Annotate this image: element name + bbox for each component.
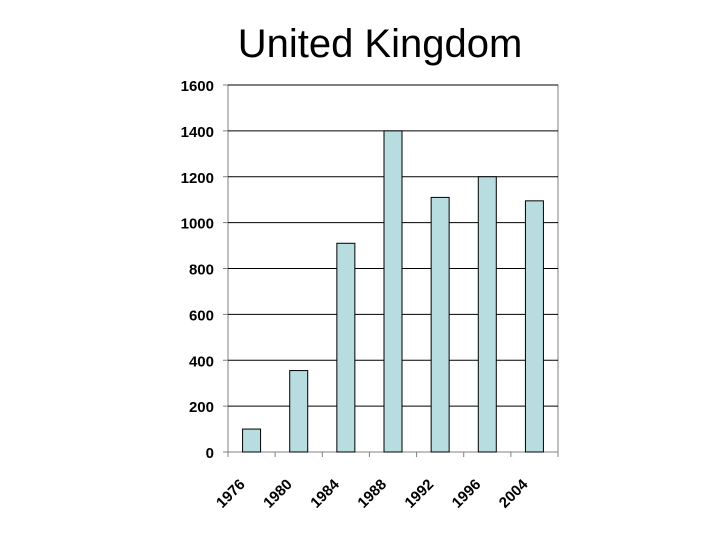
y-tick-label: 1200 (181, 170, 214, 187)
bar-1992 (430, 196, 450, 453)
bar-1984 (336, 242, 356, 453)
x-tick-label: 1988 (354, 476, 390, 512)
x-tick-label: 1976 (213, 476, 249, 512)
bar-1976 (242, 428, 262, 453)
x-tick-label: 1996 (449, 476, 485, 512)
chart-title: United Kingdom (237, 22, 523, 66)
x-tick-label: 1992 (402, 476, 438, 512)
bar-1988 (383, 130, 403, 453)
y-tick-label: 400 (189, 353, 214, 370)
y-tick-label: 200 (189, 399, 214, 416)
y-tick-label: 0 (206, 445, 214, 462)
x-tick-label: 1984 (307, 476, 343, 512)
bar-2004 (524, 200, 544, 453)
x-tick-label: 1980 (260, 476, 296, 512)
bar-1980 (289, 370, 309, 453)
x-tick-label: 2004 (496, 476, 532, 512)
y-tick-label: 800 (189, 262, 214, 279)
y-tick-label: 1400 (181, 124, 214, 141)
y-tick-label: 1000 (181, 216, 214, 233)
y-tick-label: 600 (189, 307, 214, 324)
y-tick-label: 1600 (181, 78, 214, 95)
bar-1996 (477, 176, 497, 453)
